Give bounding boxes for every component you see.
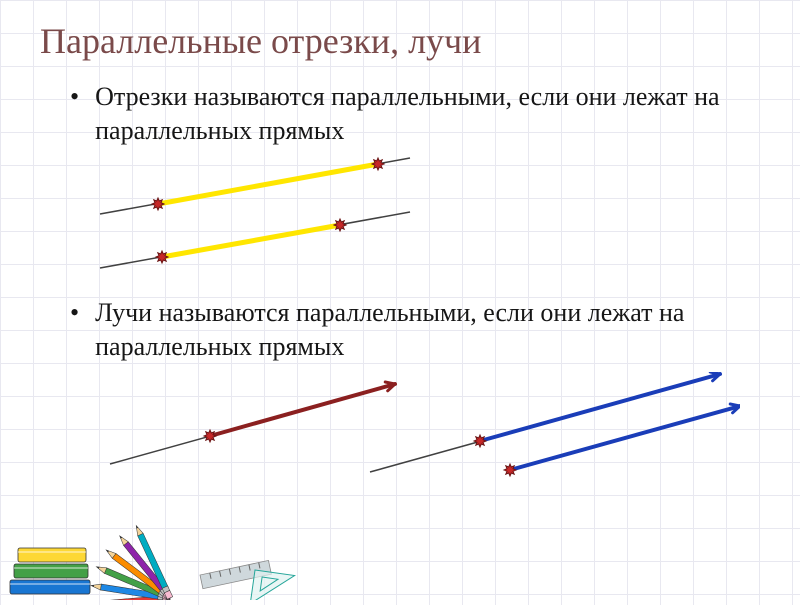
segments-diagram [40,156,760,296]
bullet-item: • Лучи называются параллельными, если он… [40,296,760,364]
rays-diagram [40,372,760,492]
bullet-text: Отрезки называются параллельными, если о… [95,80,760,148]
slide: Параллельные отрезки, лучи • Отрезки наз… [0,0,800,600]
bullet-text: Лучи называются параллельными, если они … [95,296,760,364]
bullet-dot-icon: • [70,80,79,114]
bottom-decoration [0,480,350,600]
bullet-dot-icon: • [70,296,79,330]
slide-title: Параллельные отрезки, лучи [40,20,760,62]
bullet-item: • Отрезки называются параллельными, если… [40,80,760,148]
